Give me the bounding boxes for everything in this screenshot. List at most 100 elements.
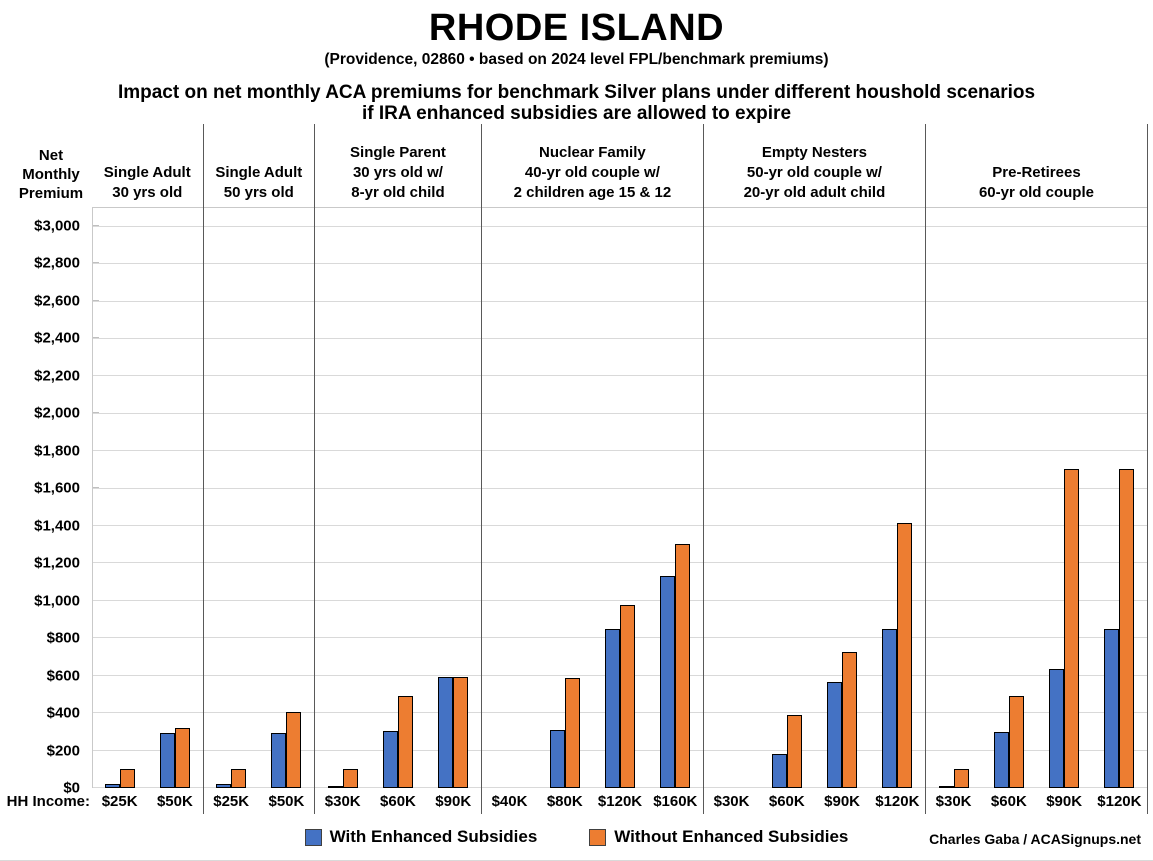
y-axis-title-line: Premium [18, 185, 84, 202]
group-header: Single Parent 30 yrs old w/8-yr old child [315, 124, 481, 207]
credit: Charles Gaba / ACASignups.net [929, 831, 1141, 847]
y-axis-title: Net Monthly Premium [10, 124, 92, 207]
y-axis-tick-label: $400 [46, 704, 80, 722]
bar-with-subsidies [159, 732, 175, 788]
group-header-line: 50-yr old couple w/ [746, 164, 882, 181]
gridline [93, 300, 1148, 302]
bar-with-subsidies [660, 576, 676, 788]
group-plot [926, 207, 1147, 788]
income-tick-label: $80K [546, 792, 583, 810]
y-axis-tick-label: $1,600 [34, 479, 80, 497]
bar-with-subsidies [327, 786, 343, 788]
bar-without-subsidies [786, 714, 802, 788]
y-axis-tickmark [92, 412, 99, 414]
bar-without-subsidies [342, 769, 358, 788]
y-axis-tick-label: $1,000 [34, 592, 80, 610]
scenario-group: Single Adult 50 yrs old $25K $50K [202, 124, 315, 814]
group-header-line: 2 children age 15 & 12 [513, 184, 672, 201]
y-axis-tick-label: $0 [63, 779, 80, 797]
bar-with-subsidies [827, 682, 843, 788]
income-tick-label: $90K [824, 792, 860, 810]
group-header-line: 20-yr old adult child [743, 184, 886, 201]
bar-without-subsidies [897, 522, 913, 788]
legend-label-without-subsidies: Without Enhanced Subsidies [614, 827, 849, 846]
y-axis-tickmark [92, 224, 99, 226]
y-axis-tick-label: $1,400 [34, 517, 80, 535]
income-tick-label: $120K [597, 792, 643, 810]
bar-with-subsidies [271, 732, 287, 788]
income-tick-label: $25K [101, 792, 138, 810]
bar-pair-slot [537, 207, 592, 788]
bar-with-subsidies [1049, 669, 1065, 788]
bar-without-subsidies [397, 696, 413, 788]
bar-with-subsidies [104, 784, 120, 788]
y-axis-tick-label: $800 [46, 629, 80, 647]
gridline [93, 225, 1148, 227]
scenario-group: Single Parent 30 yrs old w/8-yr old child… [314, 124, 481, 814]
gridline [93, 562, 1148, 564]
chart-area: Net Monthly Premium $0 $200 $400 $600 $800 $1… [7, 124, 1148, 814]
scenario-group: Single Adult 30 yrs old $25K $50K [92, 124, 203, 814]
y-axis-tickmark [92, 337, 99, 339]
bar-pair-slot [870, 207, 925, 788]
group-plot [315, 207, 481, 788]
gridline [93, 337, 1148, 339]
group-incomes: $30K $60K $90K $120K [704, 788, 925, 814]
chart-heading-line2: if IRA enhanced subsidies are allowed to… [361, 103, 792, 124]
legend-item-without-subsidies: Without Enhanced Subsidies [589, 827, 848, 847]
bar-with-subsidies [382, 730, 398, 788]
group-incomes: $30K $60K $90K [315, 788, 481, 814]
bar-pair-slot [426, 207, 481, 788]
y-axis-column: Net Monthly Premium $0 $200 $400 $600 $800 $1… [7, 124, 99, 814]
bar-without-subsidies [953, 769, 969, 788]
chart-heading-line1: Impact on net monthly ACA premiums for b… [117, 82, 1036, 103]
bar-without-subsidies [1008, 696, 1024, 788]
group-header-line: 8-yr old child [351, 184, 445, 201]
chart-subtitle: (Providence, 02860 • based on 2024 level… [324, 51, 829, 68]
y-axis-tickmark [92, 449, 99, 451]
bar-with-subsidies [1104, 628, 1120, 788]
bar-pair-slot [204, 207, 259, 788]
bar-pair-slot [926, 207, 981, 788]
page-title: RHODE ISLAND [428, 7, 725, 49]
bar-with-subsidies [993, 731, 1009, 788]
legend-swatch-without-subsidies-icon [589, 828, 607, 846]
y-axis-tick-label: $1,200 [34, 554, 80, 572]
y-axis-tick-label: $2,800 [34, 254, 80, 272]
y-axis-tick-label: $2,000 [34, 404, 80, 422]
income-tick-label: $50K [156, 792, 193, 810]
bar-without-subsidies [675, 544, 691, 788]
group-plot [482, 207, 703, 788]
group-header-line: Single Adult [103, 164, 191, 181]
legend: With Enhanced Subsidies Without Enhanced… [0, 827, 1153, 847]
group-incomes: $25K $50K [92, 788, 203, 814]
bar-pair-slot [648, 207, 703, 788]
bar-with-subsidies [605, 628, 621, 788]
title-block: RHODE ISLAND (Providence, 02860 • based … [0, 6, 1153, 124]
scenario-group: Nuclear Family 40-yr old couple w/2 child… [480, 124, 703, 814]
plot-wrap: Single Adult 30 yrs old $25K $50K Single Adu… [92, 124, 1148, 814]
group-header-line: Single Parent [350, 144, 446, 161]
bar-pair-slot [370, 207, 425, 788]
income-tick-label: $30K [324, 792, 361, 810]
group-header: Single Adult 30 yrs old [92, 124, 203, 207]
group-header-line: Nuclear Family [539, 144, 646, 161]
y-axis-tick-label: $600 [46, 667, 80, 685]
bar-pair-slot [315, 207, 370, 788]
bar-without-subsidies [1119, 469, 1135, 788]
bar-with-subsidies [771, 754, 787, 788]
group-header-line: Single Adult [215, 164, 303, 181]
bar-pair-slot [147, 207, 202, 788]
group-header: Empty Nesters 50-yr old couple w/20-yr ol… [704, 124, 925, 207]
y-axis-tickmark [92, 374, 99, 376]
bar-pair-slot [592, 207, 647, 788]
bar-without-subsidies [453, 676, 469, 788]
income-tick-label: $50K [268, 792, 305, 810]
gridline [93, 525, 1148, 527]
bar-pair-slot [1036, 207, 1091, 788]
scenario-group: Pre-Retirees 60-yr old couple $30K $60K $90K… [924, 124, 1147, 814]
group-header-line: 40-yr old couple w/ [524, 164, 660, 181]
group-plot [92, 207, 203, 788]
legend-swatch-with-subsidies-icon [304, 828, 322, 846]
